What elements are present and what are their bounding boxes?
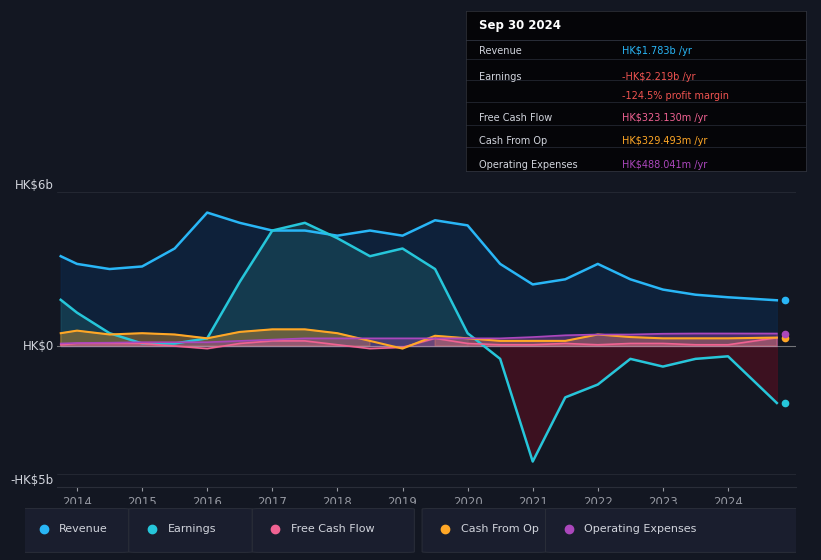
Text: Free Cash Flow: Free Cash Flow	[479, 113, 553, 123]
Text: HK$488.041m /yr: HK$488.041m /yr	[622, 160, 708, 170]
FancyBboxPatch shape	[21, 508, 129, 552]
FancyBboxPatch shape	[129, 508, 252, 552]
Text: Free Cash Flow: Free Cash Flow	[291, 524, 374, 534]
Text: HK$1.783b /yr: HK$1.783b /yr	[622, 46, 692, 57]
Text: HK$329.493m /yr: HK$329.493m /yr	[622, 136, 708, 146]
Text: Cash From Op: Cash From Op	[461, 524, 539, 534]
FancyBboxPatch shape	[422, 508, 546, 552]
Text: -HK$5b: -HK$5b	[11, 474, 54, 487]
Text: HK$323.130m /yr: HK$323.130m /yr	[622, 113, 708, 123]
Text: Cash From Op: Cash From Op	[479, 136, 548, 146]
Text: Operating Expenses: Operating Expenses	[479, 160, 578, 170]
Text: Revenue: Revenue	[479, 46, 522, 57]
Text: HK$0: HK$0	[22, 339, 54, 353]
Text: Earnings: Earnings	[479, 72, 521, 82]
Text: HK$6b: HK$6b	[15, 179, 54, 192]
Text: -HK$2.219b /yr: -HK$2.219b /yr	[622, 72, 695, 82]
Text: -124.5% profit margin: -124.5% profit margin	[622, 91, 729, 101]
FancyBboxPatch shape	[252, 508, 415, 552]
Text: Revenue: Revenue	[59, 524, 108, 534]
FancyBboxPatch shape	[546, 508, 800, 552]
Text: Sep 30 2024: Sep 30 2024	[479, 19, 561, 32]
Text: Earnings: Earnings	[167, 524, 216, 534]
Text: Operating Expenses: Operating Expenses	[585, 524, 696, 534]
